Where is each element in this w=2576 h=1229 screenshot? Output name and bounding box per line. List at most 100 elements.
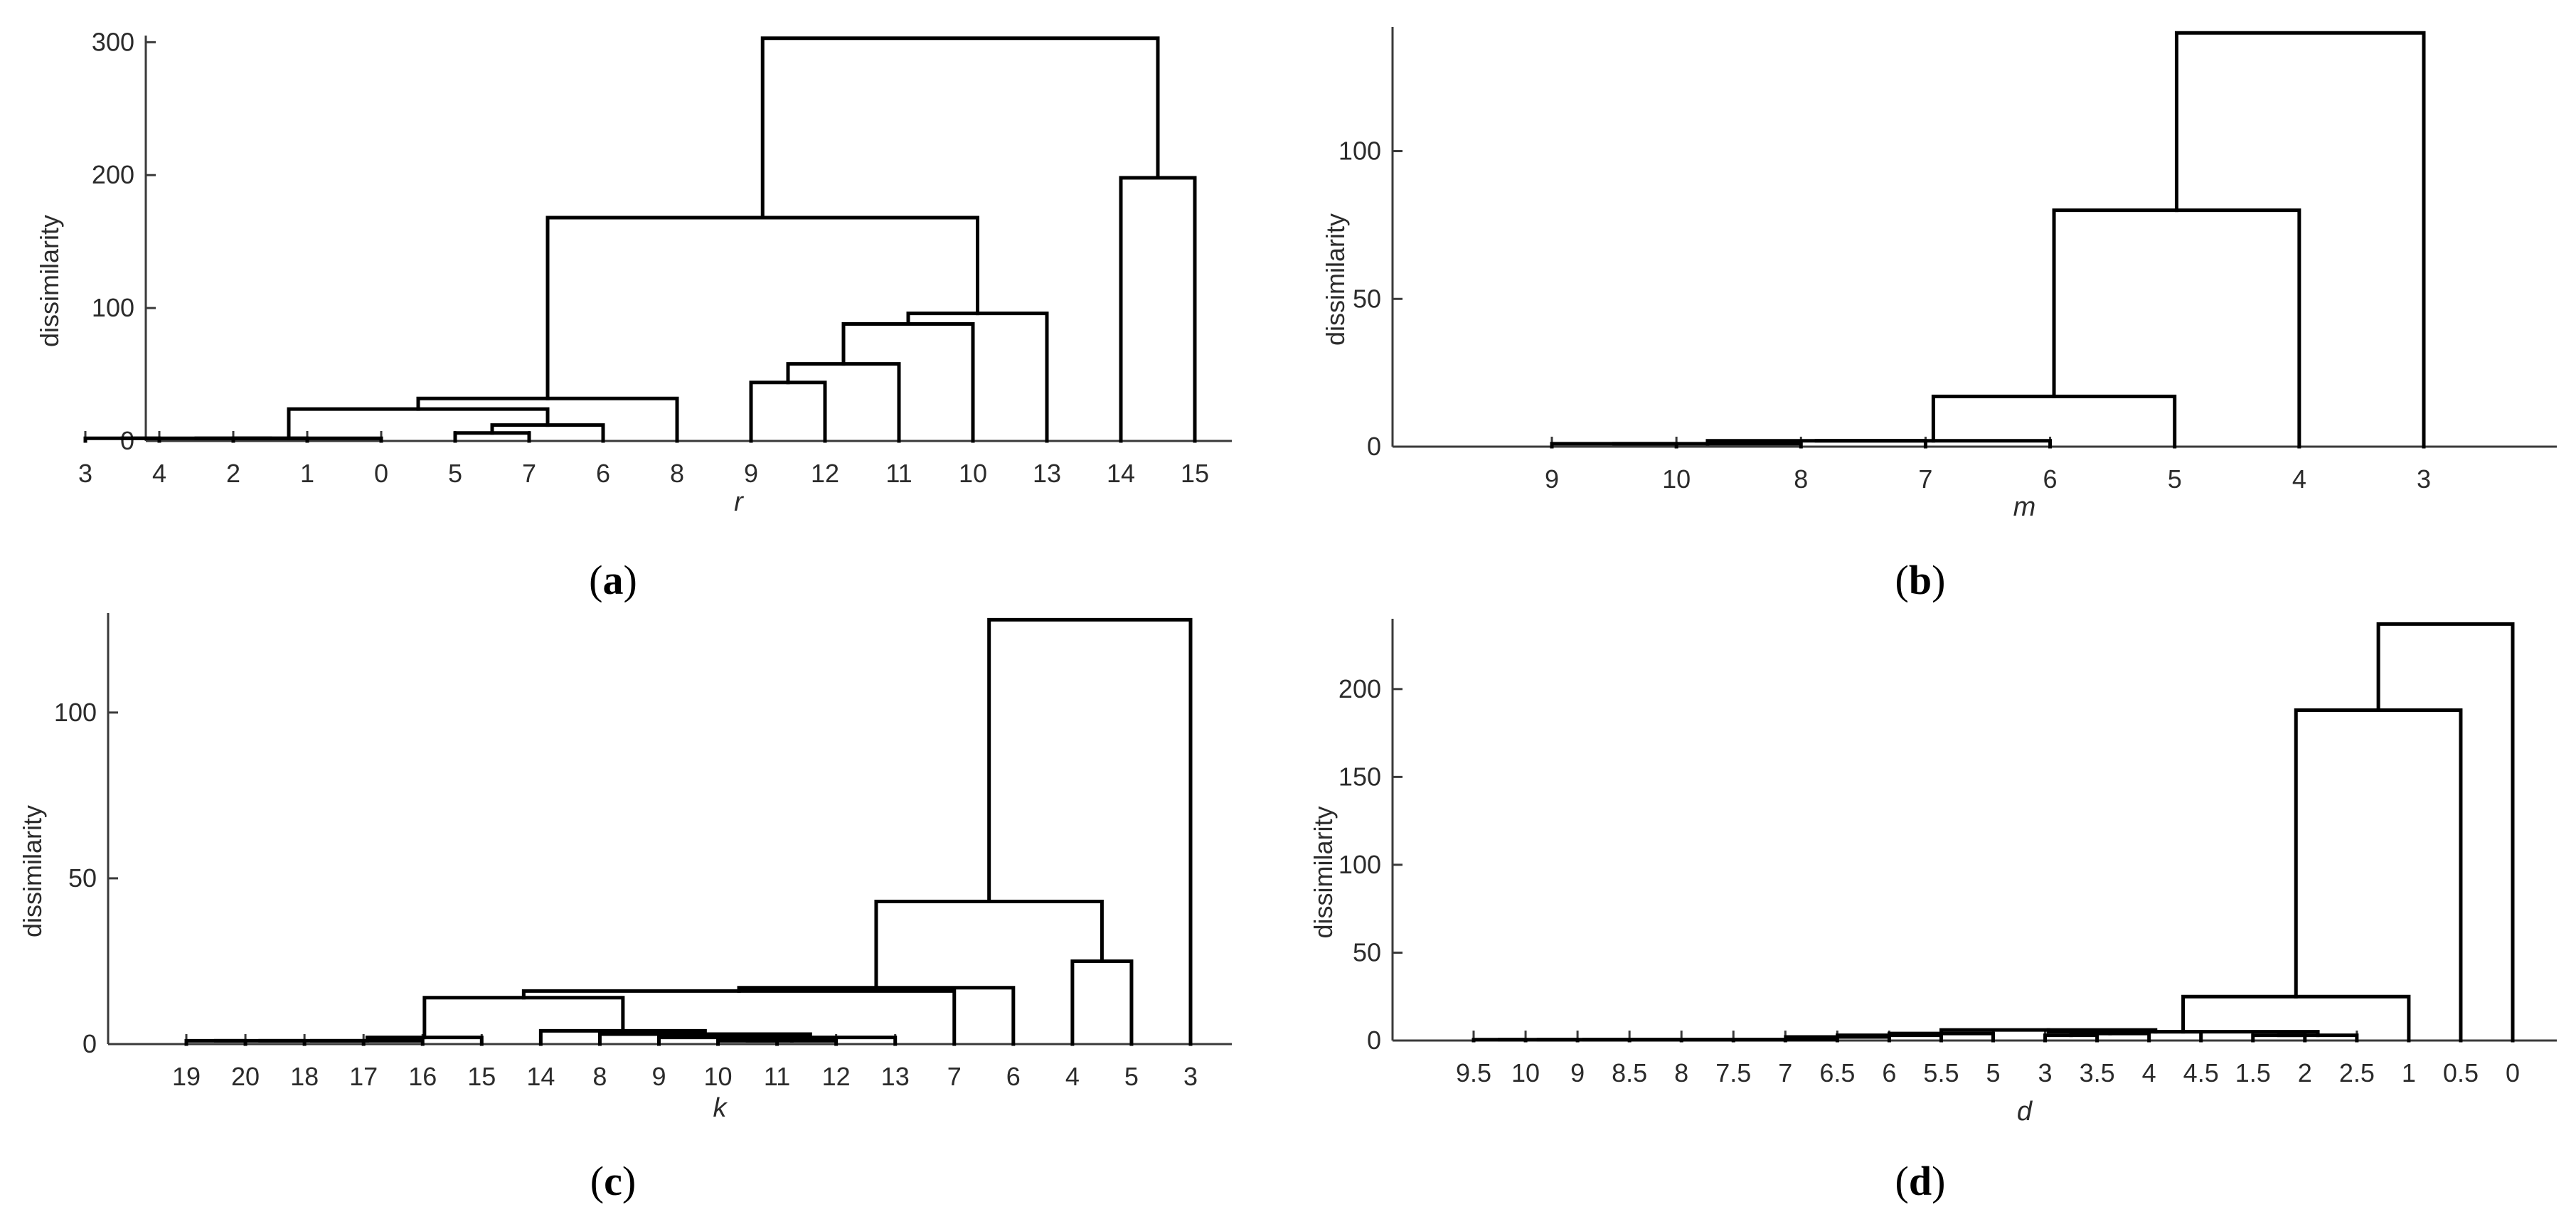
leaf-label: 5.5 [1923,1058,1959,1087]
dendrogram-link [1612,442,1803,449]
dendrogram-link [1119,176,1197,443]
y-tick-label: 300 [92,27,134,56]
leaf-label: 6 [596,459,610,488]
leaf-label: 0 [2506,1058,2520,1087]
y-tick-label: 0 [1367,432,1381,461]
leaf-label: 6 [1882,1058,1896,1087]
leaf-label: 3 [2417,464,2431,494]
leaf-label: 2 [226,459,240,488]
leaf-label: 7 [947,1062,962,1091]
panel-caption: (b) [1895,557,1946,603]
dendrogram-link [1814,439,2053,449]
leaf-label: 16 [408,1062,437,1091]
dendrogram-link [760,36,1160,220]
leaf-label: 14 [1107,459,1135,488]
x-axis-label: r [734,487,744,517]
panel-caption-letter: d [1909,1158,1932,1204]
panel-caption: (c) [590,1158,636,1204]
y-tick-label: 0 [1367,1026,1381,1055]
dendrogram-link [1070,959,1134,1046]
leaf-label: 8 [1794,464,1808,494]
leaf-label: 7.5 [1715,1058,1751,1087]
y-axis-label: dissimilarity [18,805,47,937]
dendrogram-link [786,362,901,443]
leaf-label: 4 [1065,1062,1080,1091]
leaf-label: 5 [1986,1058,2000,1087]
dendrogram-link [1732,1038,1839,1043]
leaf-label: 5 [448,459,462,488]
y-tick-label: 50 [68,863,97,893]
leaf-label: 3 [78,459,92,488]
leaf-label: 10 [1662,464,1691,494]
dendrogram-link [545,216,979,400]
y-tick-label: 50 [1353,937,1381,967]
dendrogram-link [723,1036,898,1046]
leaf-label: 2.5 [2339,1058,2375,1087]
leaf-label: 4 [2142,1058,2156,1087]
panel-caption-letter: c [604,1158,622,1204]
leaf-label: 4 [2292,464,2306,494]
leaf-label: 6 [2043,464,2058,494]
dendrogram-link [874,900,1104,990]
y-tick-label: 200 [92,160,134,189]
y-tick-label: 100 [92,293,134,322]
y-tick-label: 200 [1338,674,1381,703]
y-tick-label: 150 [1338,762,1381,791]
y-axis-label: dissimilarity [1321,213,1350,346]
y-axis-label: dissimilarity [35,215,64,347]
panel-caption: (a) [589,557,637,603]
leaf-label: 5 [1124,1062,1139,1091]
dendrogram-link [2052,208,2301,449]
y-tick-label: 100 [1338,850,1381,879]
leaf-label: 18 [290,1062,319,1091]
leaf-label: 9 [651,1062,666,1091]
dendrogram-link [2277,1033,2359,1043]
leaf-label: 8 [592,1062,607,1091]
y-tick-label: 0 [120,426,134,455]
dendrogram-link [310,1038,425,1046]
panel-caption: (d) [1895,1158,1946,1204]
panel-b: 0 50 100 9 10 8 7 6 5 4 3 dissimilarity m (b) [1321,27,2557,603]
leaf-label: 3 [1183,1062,1198,1091]
leaf-label: 2 [2298,1058,2312,1087]
dendrogram-link [906,312,1049,443]
x-axis-label: m [2013,492,2036,522]
leaf-label: 6.5 [1819,1058,1855,1087]
leaf-label: 7 [522,459,536,488]
leaf-label: 13 [881,1062,910,1091]
dendrogram-link [2294,708,2463,1043]
leaf-label: 6 [1006,1062,1021,1091]
leaf-label: 9 [744,459,758,488]
leaf-label: 19 [172,1062,201,1091]
y-tick-label: 50 [1353,284,1381,313]
leaf-label: 15 [467,1062,496,1091]
leaf-label: 1.5 [2235,1058,2271,1087]
leaf-label: 20 [231,1062,260,1091]
leaf-label: 12 [822,1062,851,1091]
leaf-label: 4.5 [2183,1058,2219,1087]
leaf-label: 3 [2038,1058,2053,1087]
dendrogram-link [2376,622,2515,1043]
leaf-label: 12 [811,459,839,488]
dendrogram-link [194,436,383,443]
leaf-label: 1 [2402,1058,2416,1087]
leaf-label: 7 [1918,464,1932,494]
leaf-label: 14 [526,1062,555,1091]
leaf-label: 11 [764,1062,790,1091]
panel-caption-letter: a [603,557,624,603]
leaf-label: 10 [1511,1058,1540,1087]
leaf-label: 15 [1181,459,1209,488]
dendrogram-link [2174,31,2426,449]
leaf-label: 0.5 [2443,1058,2479,1087]
leaf-label: 8 [1674,1058,1688,1087]
leaf-label: 4 [152,459,166,488]
leaf-label: 7 [1778,1058,1792,1087]
leaf-label: 1 [300,459,314,488]
y-tick-label: 100 [1338,137,1381,166]
x-axis-label: k [713,1093,728,1123]
leaf-label: 13 [1033,459,1061,488]
leaf-label: 0 [374,459,388,488]
